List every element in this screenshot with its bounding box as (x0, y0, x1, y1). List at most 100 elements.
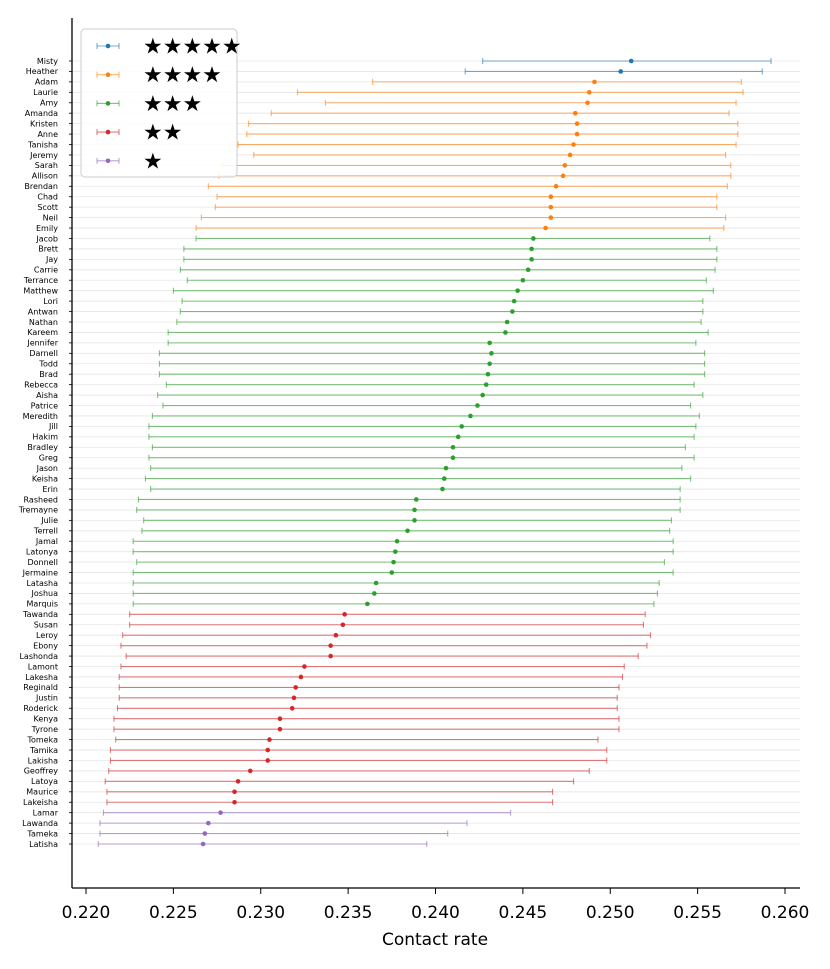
legend: ★★★★★★★★★★★★★★★ (80, 28, 242, 178)
error-bar-ebony (120, 642, 648, 649)
data-point (487, 340, 492, 346)
y-tick-label: Kristen (30, 119, 58, 128)
error-bar-julie (143, 517, 672, 524)
error-bar-jeremy (253, 151, 727, 158)
legend-entry-5-stars: ★★★★★ (96, 35, 242, 60)
data-point (328, 643, 333, 648)
error-bar-heather (464, 68, 763, 75)
data-point (515, 288, 520, 293)
error-bar-amy (324, 99, 737, 106)
x-tick-label: 0.230 (236, 903, 285, 923)
error-bar-rebecca (165, 381, 695, 388)
data-point (574, 131, 580, 137)
error-bar-lashonda (125, 653, 639, 660)
error-bar-terrance (186, 277, 707, 284)
y-tick-label: Heather (26, 67, 59, 76)
y-tick-label: Lamar (33, 808, 59, 817)
error-bar-anne (246, 131, 739, 138)
y-tick-label: Jermaine (22, 568, 58, 577)
y-tick-label: Rasheed (24, 495, 58, 504)
x-ticks: 0.220 0.225 0.230 0.235 0.240 0.245 0.250 0.255… (62, 888, 809, 923)
data-point (298, 674, 304, 680)
data-point (548, 194, 554, 200)
error-bar-amanda (270, 110, 730, 117)
error-bar-lakesha (118, 673, 624, 680)
error-bar-laurie (296, 89, 744, 96)
y-tick-label: Terrance (23, 276, 58, 285)
y-tick-label: Tamika (29, 746, 58, 755)
x-tick-label: 0.255 (673, 903, 722, 923)
error-bar-lakeisha (106, 799, 554, 806)
error-bar-tomeka (115, 736, 599, 743)
y-tick-label: Latoya (31, 777, 58, 786)
y-tick-label: Anne (37, 130, 58, 139)
error-bar-todd (158, 360, 706, 367)
data-point (475, 403, 480, 408)
data-point (340, 622, 346, 628)
data-point (553, 183, 559, 189)
error-bar-tamika (109, 747, 608, 754)
error-bar-kenya (113, 715, 620, 722)
y-tick-label: Keisha (32, 474, 58, 483)
y-tick-label: Lashonda (19, 652, 58, 661)
error-bar-tawanda (129, 611, 646, 618)
y-tick-label: Lakesha (25, 673, 58, 682)
legend-frame (80, 28, 238, 178)
data-point (520, 277, 526, 283)
data-point (567, 152, 573, 158)
legend-entry-2-stars: ★★ (96, 121, 182, 146)
data-point (573, 110, 578, 116)
data-point (293, 685, 299, 690)
error-bar-jamal (132, 538, 674, 545)
legend-entry-3-stars: ★★★ (96, 92, 202, 117)
data-point (443, 465, 449, 471)
error-bar-darnell (158, 350, 706, 357)
y-tick-label: Emily (36, 224, 58, 233)
error-bar-hakim (148, 433, 695, 440)
data-point (483, 382, 489, 387)
y-tick-label: Scott (37, 203, 58, 212)
y-tick-label: Latasha (26, 579, 58, 588)
y-tick-label: Antwan (28, 307, 58, 316)
data-point (202, 831, 208, 836)
data-point (529, 246, 534, 252)
error-bar-neil (200, 214, 727, 221)
data-point (342, 612, 347, 617)
data-point (450, 455, 456, 461)
error-bar-jermaine (132, 569, 674, 576)
data-point (206, 820, 211, 826)
error-bar-lamont (120, 663, 625, 670)
y-tick-label: Misty (37, 57, 58, 66)
data-point (235, 779, 241, 784)
data-point (618, 69, 624, 74)
x-tick-label: 0.225 (149, 903, 198, 923)
legend-entry-1-stars: ★ (96, 149, 163, 174)
error-bar-emily (195, 225, 725, 232)
data-point (485, 371, 491, 377)
x-axis-title: Contact rate (382, 930, 488, 950)
error-bar-bradley (151, 444, 686, 451)
error-bar-roderick (116, 705, 618, 712)
error-bar-misty (482, 58, 772, 64)
data-point (412, 518, 417, 523)
y-tick-label: Chad (37, 193, 58, 202)
error-bar-antwan (179, 308, 704, 315)
data-point (232, 799, 237, 805)
error-bars (97, 58, 772, 847)
data-point (455, 434, 461, 440)
y-tick-label: Meredith (23, 412, 58, 421)
error-bar-scott (214, 204, 718, 211)
error-bar-latisha (97, 841, 428, 847)
data-point (560, 173, 566, 179)
error-bar-latasha (132, 580, 660, 586)
legend-label: ★★★★ (143, 63, 222, 88)
legend-entry-4-stars: ★★★★ (96, 63, 222, 88)
y-tick-label: Bradley (27, 443, 58, 452)
y-tick-label: Tremayne (18, 506, 58, 515)
error-bar-leroy (122, 632, 651, 639)
data-point (531, 236, 536, 241)
y-tick-label: Geoffrey (24, 767, 59, 776)
error-bar-geoffrey (108, 767, 590, 774)
y-tick-label: Susan (34, 621, 58, 630)
